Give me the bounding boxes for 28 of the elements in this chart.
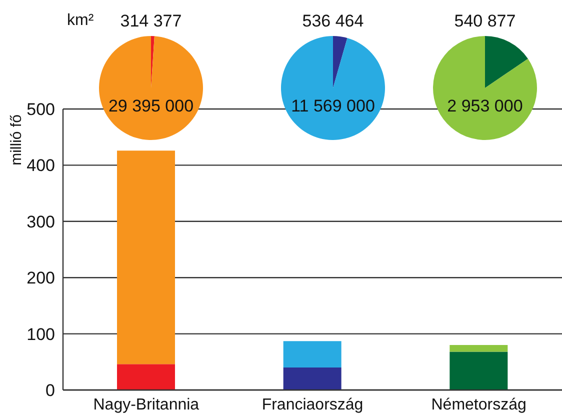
data-label: 314 377: [120, 11, 182, 30]
data-label: 540 877: [454, 11, 516, 30]
pie-slice: [99, 36, 203, 140]
y-axis-title: millió fő: [8, 114, 25, 166]
y-tick-label: 500: [26, 100, 55, 120]
pie-slice: [333, 36, 348, 88]
pie-slice: [281, 36, 385, 140]
bar: [117, 364, 175, 390]
y-tick-label: 100: [26, 324, 55, 344]
bar: [283, 368, 342, 390]
data-label: 536 464: [302, 11, 364, 30]
x-tick-label: Németország: [431, 396, 526, 414]
bar: [450, 352, 508, 390]
pie-slice: [485, 36, 528, 88]
y-tick-label: 200: [26, 268, 55, 288]
bar: [283, 341, 342, 368]
y-tick-label: 400: [26, 156, 55, 176]
x-tick-label: Franciaország: [262, 396, 364, 414]
data-label: 29 395 000: [108, 96, 194, 116]
chart-title: km²: [67, 12, 94, 30]
y-tick-label: 300: [26, 212, 55, 232]
data-label: 2 953 000: [447, 96, 523, 116]
x-tick-label: Nagy-Britannia: [93, 396, 200, 414]
y-tick-label: 0: [46, 381, 55, 400]
bar: [450, 345, 508, 352]
data-label: 11 569 000: [291, 96, 375, 116]
pie-slice: [433, 36, 537, 140]
bar: [117, 150, 175, 364]
